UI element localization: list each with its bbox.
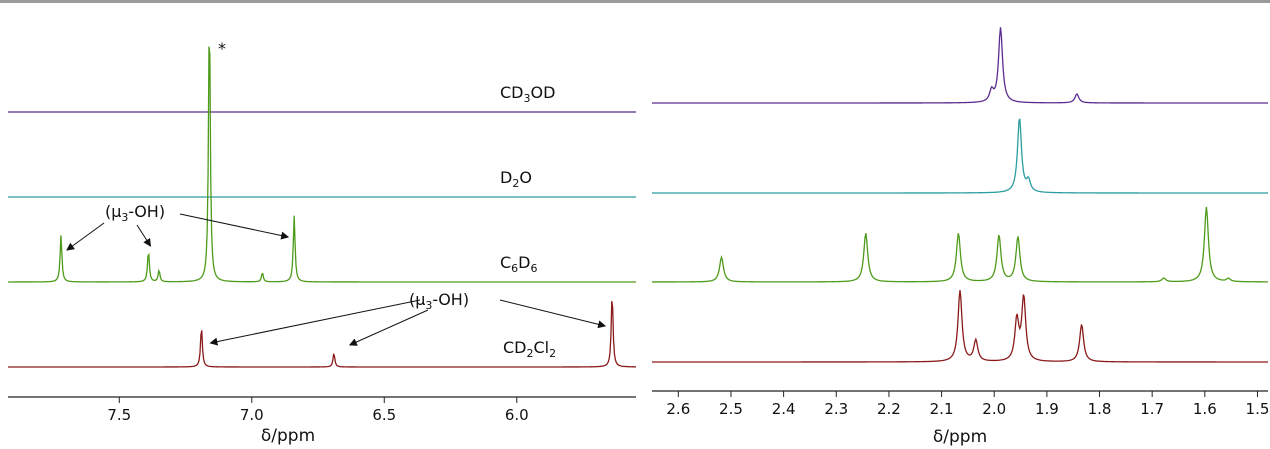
- x-tick-label: 7.0: [240, 406, 264, 424]
- right-spectrum-cd2cl2: [652, 290, 1268, 363]
- x-tick-label: 2.3: [824, 400, 848, 418]
- x-tick-label: 2.0: [982, 400, 1006, 418]
- x-tick-label: 2.2: [877, 400, 901, 418]
- annotation-arrow: [179, 213, 290, 240]
- right-spectrum-cd3od: [652, 27, 1268, 104]
- right-spectra: [652, 27, 1268, 363]
- left-x-axis-label: δ/ppm: [261, 426, 315, 446]
- mu3-oh-label-cd2cl2: (μ3-OH): [409, 290, 469, 312]
- right-spectrum-d2o: [652, 118, 1268, 194]
- x-tick-label: 7.5: [107, 406, 131, 424]
- right-spectrum-c6d6: [652, 206, 1268, 283]
- left-panel: 7.5 7.0 6.5 6.0 δ/ppm CD3OD D2O C6D6 CD2Cl2…: [8, 39, 637, 446]
- annotation-arrow: [499, 299, 607, 329]
- annotation-arrow: [136, 224, 151, 247]
- mu3-oh-label-c6d6: (μ3-OH): [105, 202, 165, 224]
- x-tick-label: 2.6: [666, 400, 690, 418]
- solvent-residual-asterisk: *: [218, 39, 226, 58]
- left-spectrum-c6d6: [8, 46, 636, 283]
- label-c6d6: C6D6: [500, 253, 538, 275]
- x-tick-label: 1.7: [1140, 400, 1164, 418]
- annotation-arrow: [66, 222, 105, 251]
- x-tick-label: 1.8: [1088, 400, 1112, 418]
- x-tick-label: 2.1: [930, 400, 954, 418]
- annotation-arrow: [209, 299, 421, 346]
- x-tick-label: 1.5: [1246, 400, 1270, 418]
- x-tick-label: 6.0: [505, 406, 529, 424]
- label-cd2cl2: CD2Cl2: [503, 338, 556, 360]
- right-panel: 2.6 2.5 2.4 2.3 2.2 2.1 2.0 1.9 1.8 1.7 1.6 1.5 δ/p…: [652, 27, 1269, 447]
- label-cd3od: CD3OD: [500, 83, 555, 105]
- left-spectra: [8, 46, 637, 368]
- annotation-arrows: [66, 213, 607, 346]
- x-tick-label: 6.5: [372, 406, 396, 424]
- x-tick-label: 1.9: [1035, 400, 1059, 418]
- annotation-arrow: [348, 309, 429, 346]
- left-x-ticks: 7.5 7.0 6.5 6.0: [107, 397, 529, 424]
- right-x-axis-label: δ/ppm: [933, 427, 987, 447]
- x-tick-label: 2.4: [772, 400, 796, 418]
- x-tick-label: 2.5: [719, 400, 743, 418]
- left-spectrum-cd2cl2: [8, 301, 637, 368]
- label-d2o: D2O: [500, 168, 532, 190]
- x-tick-label: 1.6: [1193, 400, 1217, 418]
- right-x-ticks: 2.6 2.5 2.4 2.3 2.2 2.1 2.0 1.9 1.8 1.7 1.6 1.5: [666, 391, 1269, 418]
